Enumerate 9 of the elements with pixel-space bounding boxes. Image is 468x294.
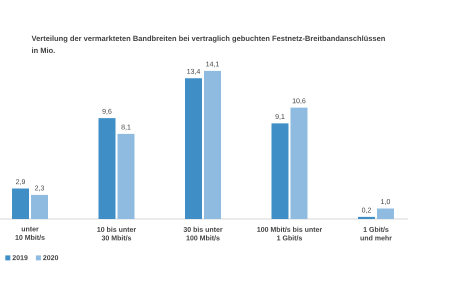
bar (12, 188, 30, 219)
bar (271, 123, 288, 219)
bar (98, 118, 116, 219)
bar (290, 108, 308, 219)
bar (376, 208, 394, 219)
bar (118, 134, 135, 219)
bar (204, 70, 221, 219)
bar (31, 194, 48, 219)
bar (185, 78, 202, 219)
